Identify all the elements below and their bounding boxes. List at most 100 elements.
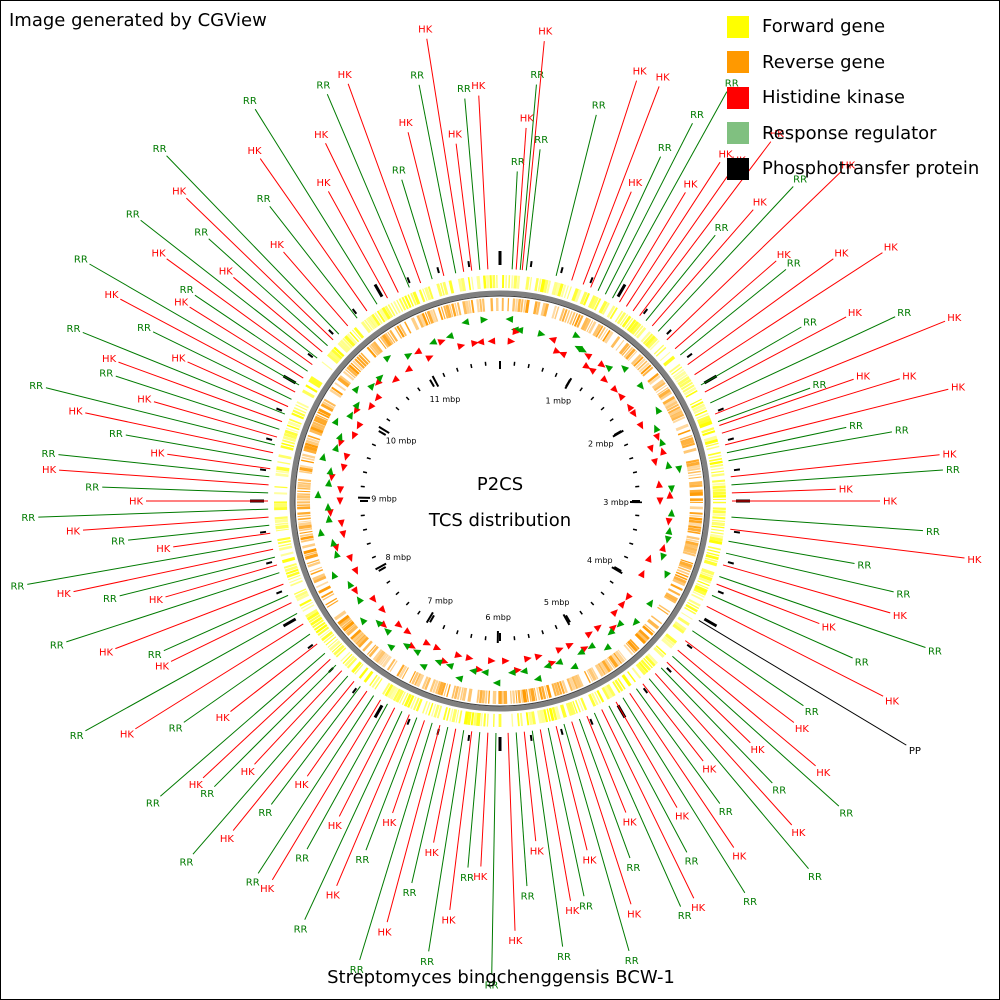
reverse-gene-mark <box>461 687 468 701</box>
inner-minor-tick <box>629 457 634 460</box>
response-regulator-arrow <box>636 381 644 390</box>
reverse-gene-mark <box>394 326 403 339</box>
callout-line <box>694 252 883 376</box>
legend-label-forward-gene: Forward gene <box>762 16 886 38</box>
reverse-gene-mark <box>339 616 352 628</box>
callout-line <box>338 707 396 817</box>
forward-gene-mark <box>661 637 674 649</box>
reverse-gene-mark <box>297 490 311 493</box>
forward-gene-mark <box>705 554 719 561</box>
callout-line <box>365 717 418 851</box>
response-regulator-arrow <box>335 432 343 442</box>
reverse-gene-mark <box>445 304 452 319</box>
histidine-kinase-arrow <box>637 570 645 579</box>
response-regulator-arrow <box>505 315 514 323</box>
response-regulator-arrow <box>664 535 672 544</box>
forward-gene-mark <box>696 412 709 420</box>
histidine-kinase-arrow <box>352 431 359 440</box>
reverse-gene-mark <box>590 667 599 680</box>
callout-line <box>173 532 271 548</box>
callout-line <box>615 701 678 808</box>
callout-line <box>722 564 891 614</box>
histidine-kinase-arrow <box>422 638 431 646</box>
forward-gene-mark <box>412 291 421 305</box>
forward-gene-mark <box>308 378 322 389</box>
inner-minor-tick <box>609 580 614 584</box>
forward-gene-mark <box>655 346 667 357</box>
reverse-gene-mark <box>428 309 437 324</box>
forward-gene-mark <box>612 681 621 694</box>
forward-gene-mark <box>574 699 581 713</box>
callout-line <box>455 143 473 271</box>
reverse-gene-mark <box>625 642 636 654</box>
outer-tick <box>717 407 724 412</box>
outer-tick <box>717 590 724 595</box>
reverse-gene-mark <box>520 689 524 703</box>
histidine-kinase-arrow <box>580 646 589 653</box>
response-regulator-arrow <box>481 669 489 677</box>
tcs-label: RR <box>579 901 593 912</box>
legend-item-phosphotransfer-protein: Phosphotransfer protein <box>727 151 979 187</box>
inner-minor-tick <box>629 542 634 545</box>
forward-gene-mark <box>624 317 634 330</box>
callout-line <box>625 161 721 307</box>
forward-gene-mark <box>427 286 434 300</box>
reverse-gene-mark <box>540 686 547 700</box>
response-regulator-arrow <box>419 664 428 671</box>
response-regulator-arrow <box>356 596 364 605</box>
response-regulator-arrow <box>331 417 339 426</box>
callout-line <box>82 331 286 415</box>
callout-line <box>629 693 735 848</box>
tcs-label: RR <box>146 798 160 809</box>
mbp-tick-label: 9 mbp <box>371 494 397 503</box>
tcs-label: HK <box>675 812 690 823</box>
reverse-gene-mark <box>316 414 329 421</box>
callout-line <box>428 730 465 952</box>
inner-minor-tick <box>554 372 558 378</box>
reverse-gene-mark <box>313 418 327 426</box>
forward-gene-mark <box>305 384 318 393</box>
histidine-kinase-arrow <box>582 361 591 369</box>
reverse-gene-mark <box>573 674 582 689</box>
histidine-kinase-arrow <box>391 375 400 383</box>
forward-gene-mark <box>542 279 549 294</box>
reverse-gene-mark <box>389 329 399 342</box>
outer-tick <box>727 437 735 441</box>
reverse-gene-mark <box>437 307 444 321</box>
callout-line <box>163 594 289 652</box>
callout-line <box>604 122 693 295</box>
tcs-label: HK <box>219 266 234 277</box>
callout-line <box>657 186 794 332</box>
forward-gene-mark <box>446 707 451 721</box>
forward-gene-mark <box>694 409 708 417</box>
inner-minor-tick <box>456 367 459 372</box>
reverse-gene-mark <box>298 521 312 527</box>
forward-gene-mark <box>525 712 530 726</box>
forward-gene-mark <box>685 390 698 398</box>
forward-gene-mark <box>431 703 437 717</box>
callout-line <box>586 715 627 813</box>
histidine-kinase-arrow <box>501 657 510 665</box>
callout-line <box>515 732 528 887</box>
callout-line <box>601 709 695 899</box>
forward-gene-mark <box>529 277 533 291</box>
forward-gene-mark <box>442 281 449 296</box>
forward-gene-mark <box>442 707 448 721</box>
reverse-gene-mark <box>368 344 379 356</box>
callout-line <box>140 219 318 359</box>
reverse-gene-mark <box>682 551 696 557</box>
forward-gene-mark <box>331 348 343 360</box>
tcs-label: HK <box>841 160 856 171</box>
mbp-tick <box>378 425 390 434</box>
tcs-label: RR <box>74 255 88 266</box>
reverse-gene-mark <box>346 366 358 377</box>
outer-tick <box>666 667 672 673</box>
callout-line <box>386 724 441 923</box>
forward-gene-mark <box>457 278 463 292</box>
histidine-kinase-arrow <box>339 530 347 539</box>
reverse-gene-mark <box>424 312 431 325</box>
forward-gene-mark <box>640 659 652 671</box>
tcs-label: HK <box>856 371 871 382</box>
reverse-gene-mark <box>512 298 516 312</box>
tcs-label: HK <box>732 851 747 862</box>
